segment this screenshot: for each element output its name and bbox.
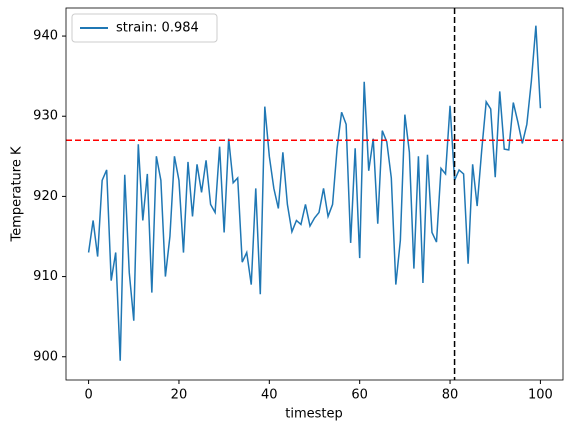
y-axis-label: Temperature K <box>10 146 25 242</box>
x-tick-label: 0 <box>84 388 92 403</box>
x-tick-label: 20 <box>171 388 188 403</box>
y-tick-label: 910 <box>33 269 58 284</box>
x-tick-label: 80 <box>442 388 459 403</box>
x-tick-label: 40 <box>261 388 278 403</box>
legend-box <box>71 13 218 43</box>
y-tick-label: 940 <box>33 29 58 44</box>
line <box>87 25 542 361</box>
x-axis-label: timestep <box>285 407 343 422</box>
x-tick-label: 100 <box>528 388 553 403</box>
y-tick-label: 920 <box>33 189 58 204</box>
legend-label: strain: 0.984 <box>116 21 199 36</box>
plot-frame <box>65 7 564 381</box>
x-tick-label: 60 <box>351 388 368 403</box>
y-tick-label: 930 <box>33 109 58 124</box>
y-tick-label: 900 <box>33 349 58 364</box>
